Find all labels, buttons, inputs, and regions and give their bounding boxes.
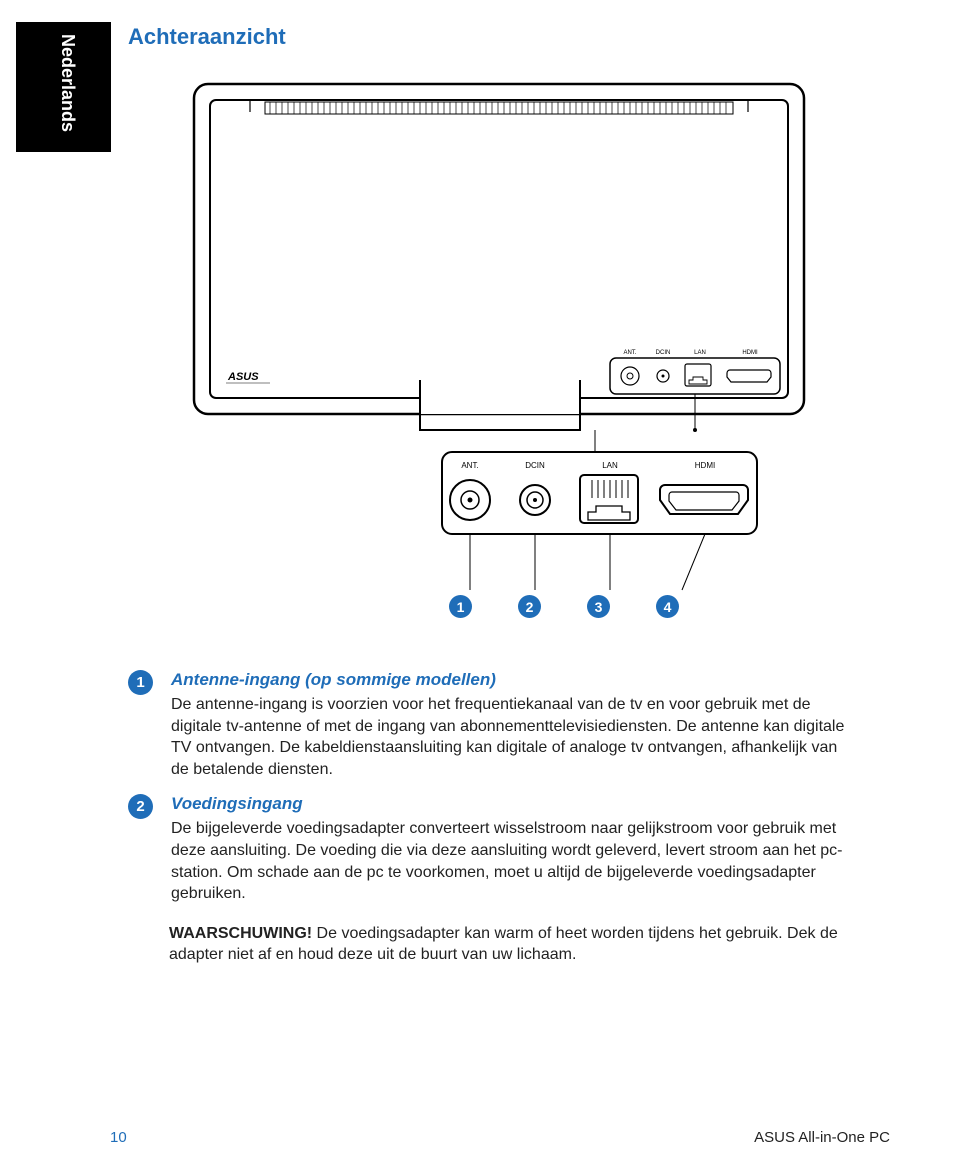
zoom-label-lan: LAN bbox=[602, 461, 618, 470]
brand-logo: ASUS bbox=[227, 371, 259, 383]
port-label-dcin: DCIN bbox=[656, 350, 671, 356]
warning-label: WAARSCHUWING! bbox=[169, 925, 312, 942]
port-label-lan: LAN bbox=[694, 350, 706, 356]
item-1: 1 Antenne-ingang (op sommige modellen) D… bbox=[128, 670, 848, 786]
callout-2: 2 bbox=[518, 595, 541, 618]
callout-4: 4 bbox=[656, 595, 679, 618]
item-1-text: De antenne-ingang is voorzien voor het f… bbox=[171, 694, 848, 780]
page-number: 10 bbox=[110, 1129, 127, 1146]
port-label-hdmi: HDMI bbox=[742, 350, 758, 356]
ant-port-icon bbox=[450, 480, 490, 520]
dcin-port-icon bbox=[520, 485, 550, 515]
lan-port-icon bbox=[580, 475, 638, 523]
item-1-title: Antenne-ingang (op sommige modellen) bbox=[171, 670, 848, 690]
zoom-label-ant: ANT. bbox=[461, 461, 478, 470]
diagram-callouts: 1 2 3 4 bbox=[449, 595, 679, 618]
hdmi-port-icon bbox=[660, 485, 748, 514]
item-2: 2 Voedingsingang De bijgeleverde voeding… bbox=[128, 794, 848, 910]
zoom-label-dcin: DCIN bbox=[525, 461, 545, 470]
item-2-badge: 2 bbox=[128, 794, 153, 819]
callout-3: 3 bbox=[587, 595, 610, 618]
item-1-badge: 1 bbox=[128, 670, 153, 695]
vent-grille bbox=[265, 102, 733, 114]
zoom-label-hdmi: HDMI bbox=[695, 461, 715, 470]
rear-view-diagram: ASUS ANT. DCIN LAN HDMI bbox=[190, 80, 810, 440]
ports-zoom-diagram: ANT. DCIN LAN HDMI bbox=[440, 430, 790, 600]
item-2-title: Voedingsingang bbox=[171, 794, 848, 814]
item-2-text: De bijgeleverde voedingsadapter converte… bbox=[171, 818, 848, 904]
language-label: Nederlands bbox=[57, 34, 78, 132]
page-title: Achteraanzicht bbox=[128, 24, 286, 50]
content-area: 1 Antenne-ingang (op sommige modellen) D… bbox=[128, 670, 848, 966]
callout-1: 1 bbox=[449, 595, 472, 618]
language-tab: Nederlands bbox=[16, 22, 111, 152]
doc-name: ASUS All-in-One PC bbox=[754, 1129, 890, 1146]
port-label-ant: ANT. bbox=[623, 350, 636, 356]
warning-block: WAARSCHUWING! De voedingsadapter kan war… bbox=[169, 923, 848, 966]
page-footer: 10 ASUS All-in-One PC bbox=[110, 1129, 890, 1146]
